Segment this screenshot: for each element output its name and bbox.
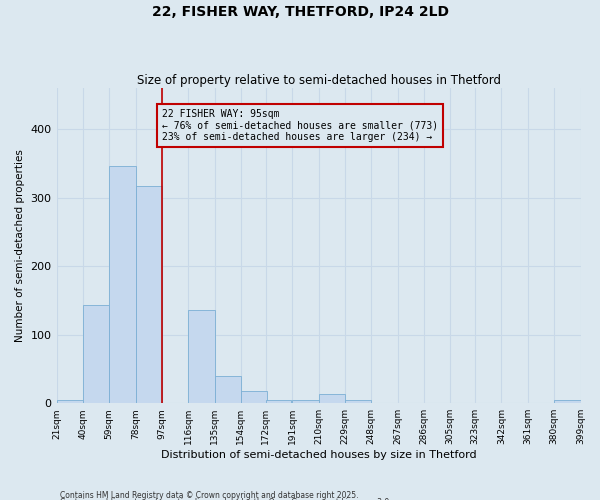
Text: Contains HM Land Registry data © Crown copyright and database right 2025.: Contains HM Land Registry data © Crown c… bbox=[60, 490, 359, 500]
Text: Contains public sector information licensed under the Open Government Licence v3: Contains public sector information licen… bbox=[60, 498, 392, 500]
Bar bbox=[319, 394, 345, 403]
Bar bbox=[109, 166, 136, 403]
Title: Size of property relative to semi-detached houses in Thetford: Size of property relative to semi-detach… bbox=[137, 74, 500, 87]
Bar bbox=[136, 186, 162, 403]
Bar bbox=[266, 400, 291, 403]
Bar bbox=[292, 400, 319, 403]
Text: 22, FISHER WAY, THETFORD, IP24 2LD: 22, FISHER WAY, THETFORD, IP24 2LD bbox=[151, 5, 449, 19]
Bar bbox=[554, 400, 581, 403]
Text: 22 FISHER WAY: 95sqm
← 76% of semi-detached houses are smaller (773)
23% of semi: 22 FISHER WAY: 95sqm ← 76% of semi-detac… bbox=[162, 108, 438, 142]
Bar bbox=[241, 391, 267, 403]
X-axis label: Distribution of semi-detached houses by size in Thetford: Distribution of semi-detached houses by … bbox=[161, 450, 476, 460]
Bar bbox=[188, 310, 215, 403]
Bar bbox=[83, 306, 109, 403]
Y-axis label: Number of semi-detached properties: Number of semi-detached properties bbox=[15, 150, 25, 342]
Bar bbox=[215, 376, 241, 403]
Bar bbox=[56, 400, 83, 403]
Bar bbox=[345, 400, 371, 403]
